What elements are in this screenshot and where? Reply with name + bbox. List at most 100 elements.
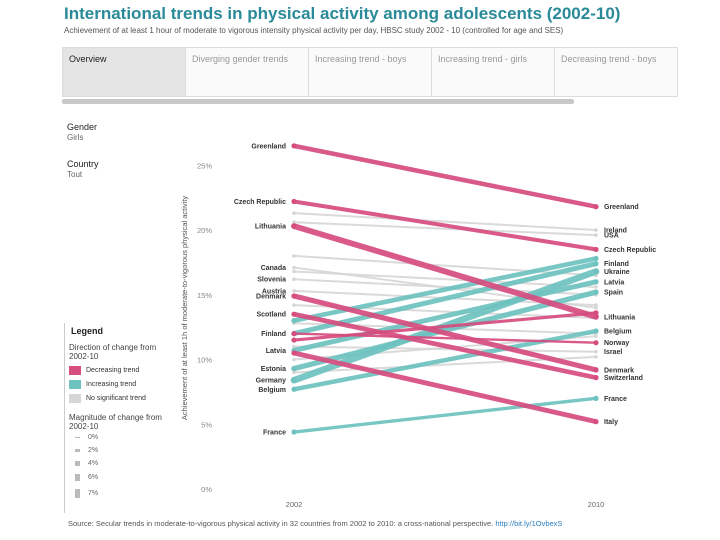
data-point-2002-czech-republic[interactable] [291,198,297,205]
magnitude-label: 6% [88,474,99,481]
legend-swatch [69,393,81,403]
data-point-2010-israel[interactable] [594,349,598,354]
legend-item-no-trend[interactable]: No significant trend [69,393,146,403]
data-point-2010-denmark[interactable] [593,367,599,373]
data-point-2010-canada[interactable] [593,255,599,262]
tab-bar: Overview Diverging gender trends Increas… [62,47,678,97]
tab-increasing-trend-boys[interactable]: Increasing trend - boys [309,48,432,96]
data-point-2010-ireland[interactable] [594,228,598,232]
tab-scrollbar[interactable] [62,99,574,104]
data-point-2010-norway[interactable] [593,340,599,346]
data-point-2002-france[interactable] [291,429,297,435]
data-point-2002-belgium[interactable] [291,386,297,392]
series-line-latvia[interactable] [291,279,599,353]
series-line-country-a[interactable] [293,254,597,277]
country-filter-value[interactable]: Tout [67,170,83,179]
data-point-2002-italy[interactable] [291,350,297,356]
series-line-scotland[interactable] [291,311,599,380]
country-label-2002: Greenland [251,143,286,150]
data-point-2002-greenland[interactable] [291,143,297,149]
country-label-2002: Latvia [266,348,286,355]
tab-decreasing-trend-boys[interactable]: Decreasing trend - boys [561,54,657,64]
data-point-2002-austria[interactable] [292,289,296,293]
series-line-denmark[interactable] [291,293,599,373]
source-note: Source: Secular trends in moderate-to-vi… [68,519,562,528]
data-point-2002-slovenia[interactable] [292,277,296,282]
series-line-france[interactable] [292,396,598,434]
y-axis-label: Achievement of at least 1h of moderate-t… [180,196,189,421]
country-label-2002: Scotland [256,312,286,319]
data-point-2010-poland[interactable] [593,310,599,316]
tab-increasing-trend-girls[interactable]: Increasing trend - girls [432,48,555,96]
data-point-2010-austria[interactable] [594,303,598,307]
magnitude-item: 6% [75,474,98,481]
data-point-2002-lithuania[interactable] [291,223,297,229]
data-point-2002-norway[interactable] [291,331,297,337]
gender-filter-value[interactable]: Girls [67,133,84,142]
data-point-2002-usa[interactable] [292,220,296,225]
source-link[interactable]: http://bit.ly/1OvbexS [495,519,563,528]
data-point-2002-country-b[interactable] [292,269,296,274]
legend-magnitude-label: Magnitude of change from 2002-10 [69,413,162,431]
legend-swatch [69,379,81,389]
data-point-2002-israel[interactable] [292,344,296,349]
magnitude-bar [75,461,80,466]
legend-item-increasing[interactable]: Increasing trend [69,379,136,389]
data-point-2010-finland[interactable] [593,261,599,267]
data-point-2002-poland[interactable] [291,337,297,343]
tab-overview[interactable]: Overview [63,48,186,96]
data-point-2010-scotland[interactable] [593,375,599,381]
data-point-2002-ireland[interactable] [292,211,296,215]
data-point-2002-country-f[interactable] [292,370,296,375]
data-point-2010-country-e[interactable] [594,334,598,338]
data-point-2002-estonia[interactable] [291,365,297,372]
y-tick-label: 5% [201,420,212,429]
series-line-usa[interactable] [293,221,597,237]
magnitude-label: 2% [88,447,99,454]
data-point-2002-country-a[interactable] [292,254,296,258]
data-point-2010-usa[interactable] [594,233,598,237]
country-label-2010: Lithuania [604,314,635,321]
series-line-country-b[interactable] [293,270,597,288]
data-point-2002-scotland[interactable] [291,311,297,317]
country-label-2010: Switzerland [604,375,643,382]
data-point-2002-canada[interactable] [292,265,296,270]
country-label-2010: Latvia [604,279,624,286]
series-line-italy[interactable] [291,350,599,425]
legend-title: Legend [71,326,104,336]
page-subtitle: Achievement of at least 1 hour of modera… [64,26,564,35]
data-point-2010-latvia[interactable] [593,279,599,285]
data-point-2010-country-b[interactable] [594,285,598,289]
data-point-2010-italy[interactable] [593,419,599,425]
data-point-2010-greenland[interactable] [593,204,599,210]
gender-filter-label: Gender [67,122,98,132]
series-line-ireland[interactable] [293,212,597,231]
data-point-2010-czech-republic[interactable] [593,246,599,253]
data-point-2010-belgium[interactable] [593,328,599,334]
tab-diverging-gender-trends[interactable]: Diverging gender trends [186,48,309,96]
data-point-2002-denmark[interactable] [291,293,297,299]
series-line-poland[interactable] [292,311,598,342]
data-point-2002-country-e[interactable] [292,357,296,362]
data-point-2010-germany[interactable] [593,268,599,275]
series-line-israel[interactable] [293,345,597,353]
data-point-2010-canada[interactable] [594,305,598,310]
series-line-czech-republic[interactable] [291,199,599,252]
data-point-2002-country-c[interactable] [292,303,296,307]
magnitude-item: 4% [75,460,98,467]
data-point-2002-canada[interactable] [291,318,297,324]
series-line-finland[interactable] [291,261,599,337]
series-line-lithuania[interactable] [291,223,599,320]
country-label-2010: France [604,396,627,403]
data-point-2010-estonia[interactable] [593,289,599,295]
data-point-2010-france[interactable] [593,395,599,401]
series-line-greenland[interactable] [291,143,599,209]
data-point-2010-country-f[interactable] [594,355,598,359]
legend-item-decreasing[interactable]: Decreasing trend [69,365,139,375]
country-label-2010: Ireland [604,228,627,235]
data-point-2002-germany[interactable] [291,377,297,383]
country-label-2010: Italy [604,419,618,426]
data-point-2010-lithuania[interactable] [593,314,599,320]
country-label-2010: Finland [604,261,629,268]
